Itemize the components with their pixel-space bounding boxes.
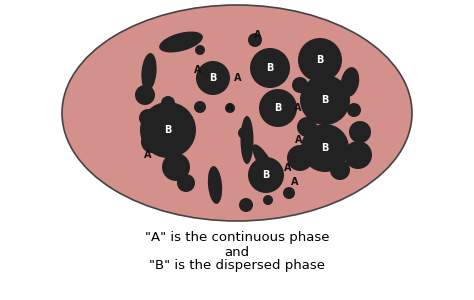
Text: B: B (274, 103, 282, 113)
Ellipse shape (62, 5, 412, 221)
Circle shape (298, 38, 342, 82)
Text: A: A (284, 163, 292, 173)
Text: B: B (164, 125, 172, 135)
Ellipse shape (159, 32, 203, 52)
Text: A: A (295, 135, 303, 145)
Text: A: A (294, 103, 302, 113)
Circle shape (238, 127, 250, 139)
Text: B: B (210, 73, 217, 83)
Ellipse shape (253, 144, 275, 180)
Text: B: B (321, 95, 328, 105)
Circle shape (300, 75, 350, 125)
Text: A: A (291, 177, 299, 187)
Circle shape (195, 45, 205, 55)
Circle shape (287, 145, 313, 171)
Text: and: and (224, 245, 250, 259)
Circle shape (196, 61, 230, 95)
Circle shape (161, 96, 175, 110)
Circle shape (177, 174, 195, 192)
Ellipse shape (240, 116, 254, 164)
Circle shape (297, 117, 317, 137)
Circle shape (239, 198, 253, 212)
Text: A: A (254, 30, 262, 40)
Circle shape (344, 141, 372, 169)
Circle shape (259, 89, 297, 127)
Ellipse shape (208, 166, 222, 204)
Circle shape (135, 85, 155, 105)
Circle shape (162, 153, 190, 181)
Text: B: B (316, 55, 324, 65)
Circle shape (225, 103, 235, 113)
Circle shape (301, 124, 349, 172)
Text: A: A (226, 103, 234, 113)
Text: A: A (234, 73, 242, 83)
Circle shape (141, 131, 163, 153)
Text: A: A (144, 150, 152, 160)
Circle shape (349, 121, 371, 143)
Circle shape (330, 160, 350, 180)
Text: B: B (262, 170, 270, 180)
Circle shape (248, 157, 284, 193)
Text: B: B (321, 143, 328, 153)
Text: A: A (194, 65, 202, 75)
Ellipse shape (341, 67, 359, 97)
Ellipse shape (141, 53, 156, 91)
Circle shape (140, 102, 196, 158)
Circle shape (194, 101, 206, 113)
Circle shape (283, 187, 295, 199)
Text: B: B (266, 63, 273, 73)
Circle shape (347, 103, 361, 117)
Text: "B" is the dispersed phase: "B" is the dispersed phase (149, 260, 325, 272)
Circle shape (292, 77, 308, 93)
Text: "A" is the continuous phase: "A" is the continuous phase (145, 230, 329, 244)
Circle shape (248, 33, 262, 47)
Circle shape (139, 109, 157, 127)
Circle shape (263, 195, 273, 205)
Circle shape (250, 48, 290, 88)
